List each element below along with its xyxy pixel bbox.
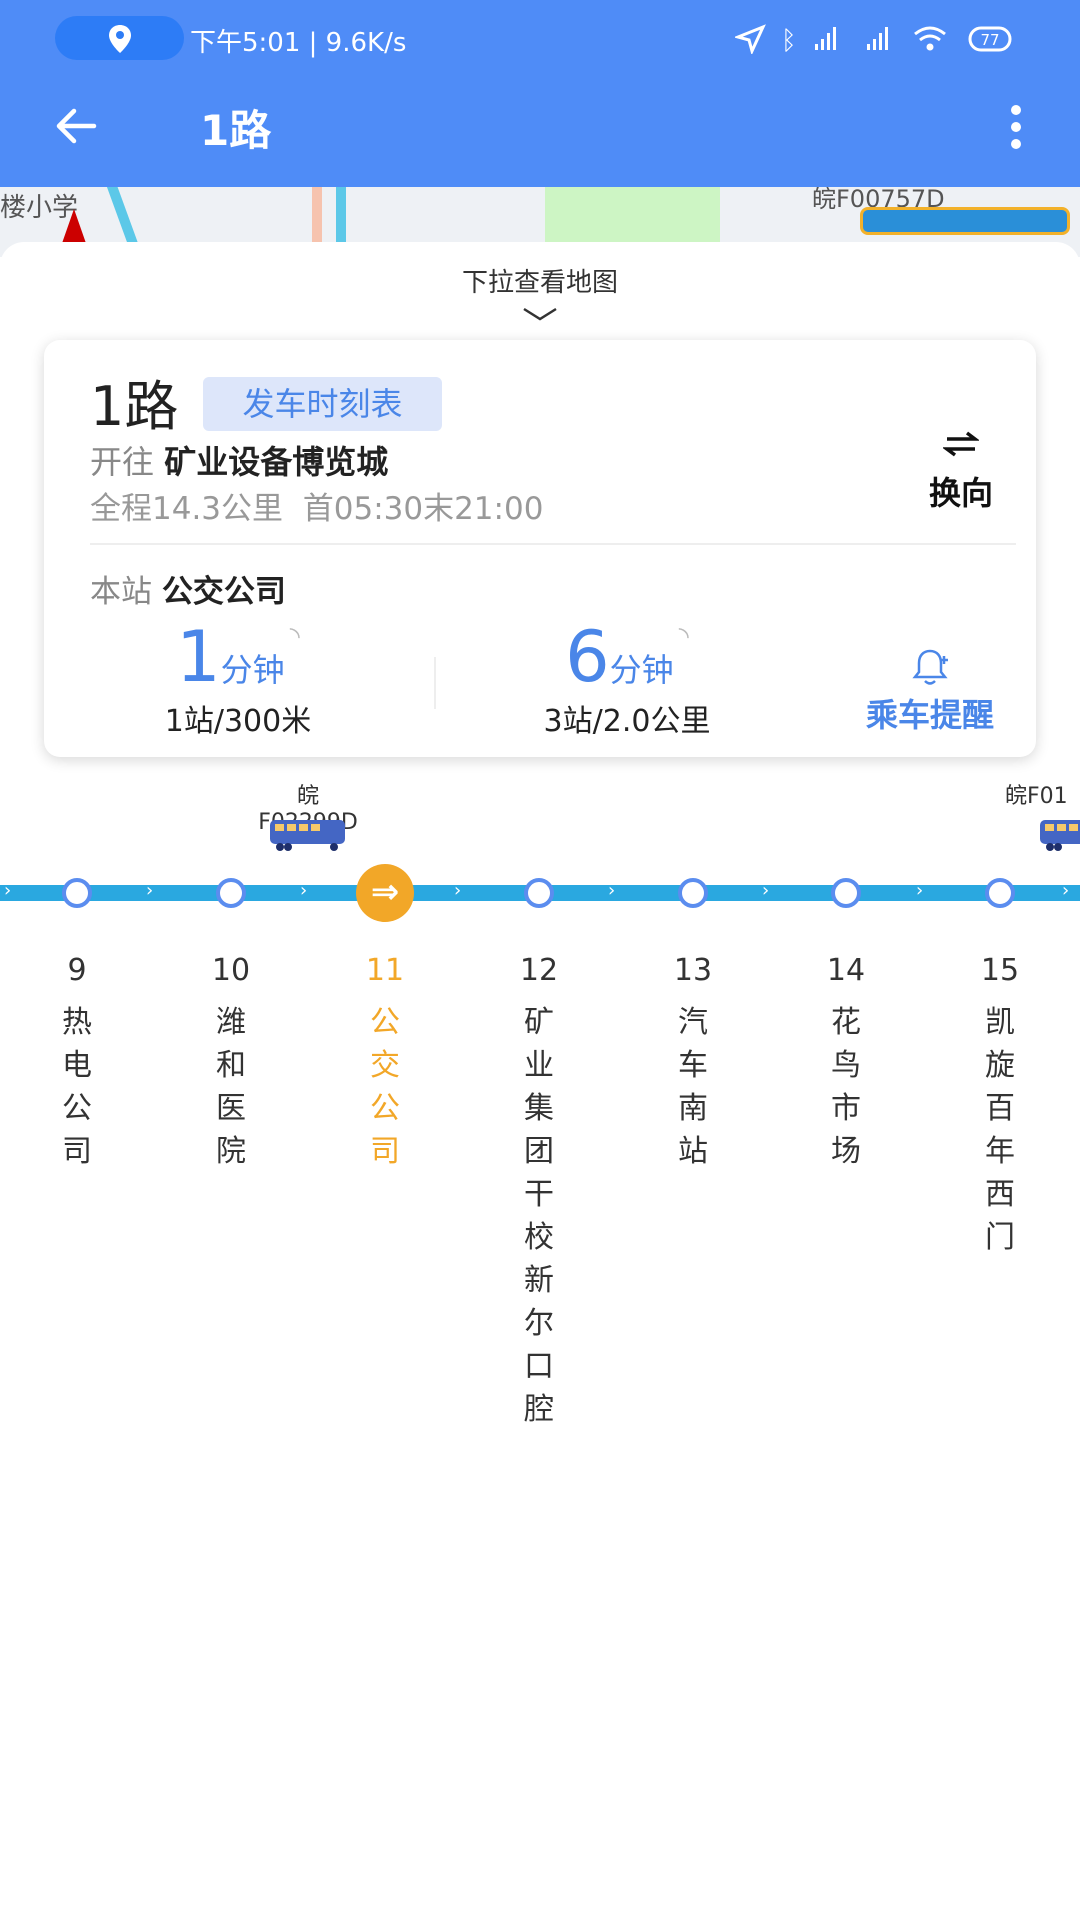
current-station-arrow-icon[interactable]: ⇒: [356, 864, 414, 922]
arrival-detail: 1站/300米: [164, 704, 312, 739]
direction-chevron-icon: ›: [762, 880, 770, 901]
bus-plate: 皖F01: [1005, 784, 1068, 809]
status-time: 下午5:01 | 9.6K/s: [190, 28, 407, 58]
current-stop-name: 公交公司: [161, 574, 286, 610]
station-number: 13: [673, 953, 713, 988]
station-item[interactable]: 14 花鸟市场: [816, 951, 876, 1173]
route-info: 全程14.3公里 首05:30末21:00: [90, 483, 543, 528]
station-name: 汽车南站: [678, 1005, 708, 1169]
direction-line: 开往 矿业设备博览城: [90, 437, 388, 483]
station-node[interactable]: [678, 878, 708, 908]
ride-reminder-button[interactable]: 乘车提醒: [844, 648, 1016, 736]
destination: 矿业设备博览城: [164, 443, 389, 481]
station-name: 热电公司: [62, 1005, 92, 1169]
signal-hd-icon: [867, 27, 888, 50]
station-name: 潍和医院: [216, 1005, 246, 1169]
more-vertical-icon[interactable]: [1006, 104, 1026, 150]
station-node[interactable]: [524, 878, 554, 908]
direction-chevron-icon: ›: [916, 880, 924, 901]
realtime-signal-icon: ◝: [678, 622, 689, 652]
direction-chevron-icon: ›: [300, 880, 308, 901]
bus-icon[interactable]: [1040, 820, 1080, 852]
route-card: 1路 发车时刻表 开往 矿业设备博览城 全程14.3公里 首05:30末21:0…: [44, 340, 1036, 757]
station-name: 公交公司: [370, 1005, 400, 1169]
divider: [434, 657, 436, 709]
station-item[interactable]: 12 矿业集团干校新尔口腔: [509, 951, 569, 1431]
direction-chevron-icon: ›: [608, 880, 616, 901]
timetable-button[interactable]: 发车时刻表: [203, 377, 442, 431]
status-bar: 下午5:01 | 9.6K/s ᛒ 77: [0, 0, 1080, 80]
route-hours: 首05:30末21:00: [302, 491, 544, 527]
station-item[interactable]: 15 凯旋百年西门: [970, 951, 1030, 1259]
direction-prefix: 开往: [90, 443, 155, 481]
direction-chevron-icon: ›: [4, 880, 12, 901]
station-item[interactable]: 9 热电公司: [47, 951, 107, 1173]
reverse-label: 换向: [928, 474, 993, 512]
station-item[interactable]: 13 汽车南站: [663, 951, 723, 1173]
station-node[interactable]: [831, 878, 861, 908]
station-number: 12: [519, 953, 559, 988]
station-number: 10: [211, 953, 251, 988]
station-number: 9: [67, 953, 87, 988]
station-name: 凯旋百年西门: [985, 1005, 1015, 1255]
direction-chevron-icon: ›: [1062, 880, 1070, 901]
arrival-unit: 分钟: [609, 651, 674, 689]
arrival-2: 6分钟 ◝ 3站/2.0公里: [497, 622, 757, 740]
chevron-down-icon[interactable]: [522, 306, 558, 322]
page-title: 1路: [200, 106, 272, 155]
station-name: 花鸟市场: [831, 1005, 861, 1169]
station-node[interactable]: [985, 878, 1015, 908]
bus-icon[interactable]: [270, 820, 345, 852]
direction-chevron-icon: ›: [454, 880, 462, 901]
svg-text:77: 77: [980, 31, 999, 49]
swap-icon: [941, 431, 981, 457]
location-pill: [55, 16, 184, 60]
pull-hint[interactable]: 下拉查看地图: [461, 268, 618, 298]
arrival-minutes: 6: [565, 616, 610, 698]
map-bus-icon: [860, 207, 1070, 235]
bluetooth-icon: ᛒ: [781, 26, 797, 54]
arrival-minutes: 1: [176, 616, 221, 698]
wifi-icon: [914, 26, 946, 51]
station-number: 11: [365, 953, 405, 988]
station-name: 矿业集团干校新尔口腔: [524, 1005, 554, 1427]
arrow-left-icon[interactable]: [54, 106, 98, 146]
location-pin-icon: [109, 25, 131, 53]
divider: [90, 543, 1016, 545]
arrival-1: 1分钟 ◝ 1站/300米: [108, 622, 368, 740]
status-icons: ᛒ 77: [735, 24, 1012, 54]
station-number: 15: [980, 953, 1020, 988]
route-distance: 全程14.3公里: [90, 491, 284, 527]
battery-icon: [968, 26, 1012, 52]
station-item[interactable]: 11 公交公司: [355, 951, 415, 1173]
direction-chevron-icon: ›: [146, 880, 154, 901]
reverse-button[interactable]: 换向: [914, 430, 1008, 514]
arrival-unit: 分钟: [220, 651, 285, 689]
signal-hd-icon: [815, 27, 836, 50]
navigation-icon: [735, 24, 766, 54]
app-bar: 1路: [0, 80, 1080, 187]
station-node[interactable]: [216, 878, 246, 908]
realtime-signal-icon: ◝: [289, 622, 300, 652]
reminder-label: 乘车提醒: [865, 696, 994, 734]
arrival-detail: 3站/2.0公里: [543, 704, 711, 739]
route-name: 1路: [90, 375, 179, 438]
bell-plus-icon: [912, 649, 948, 685]
station-item[interactable]: 10 潍和医院: [201, 951, 261, 1173]
station-node[interactable]: [62, 878, 92, 908]
station-number: 14: [826, 953, 866, 988]
current-stop-prefix: 本站: [90, 574, 152, 610]
current-stop-line: 本站 公交公司: [90, 566, 286, 611]
